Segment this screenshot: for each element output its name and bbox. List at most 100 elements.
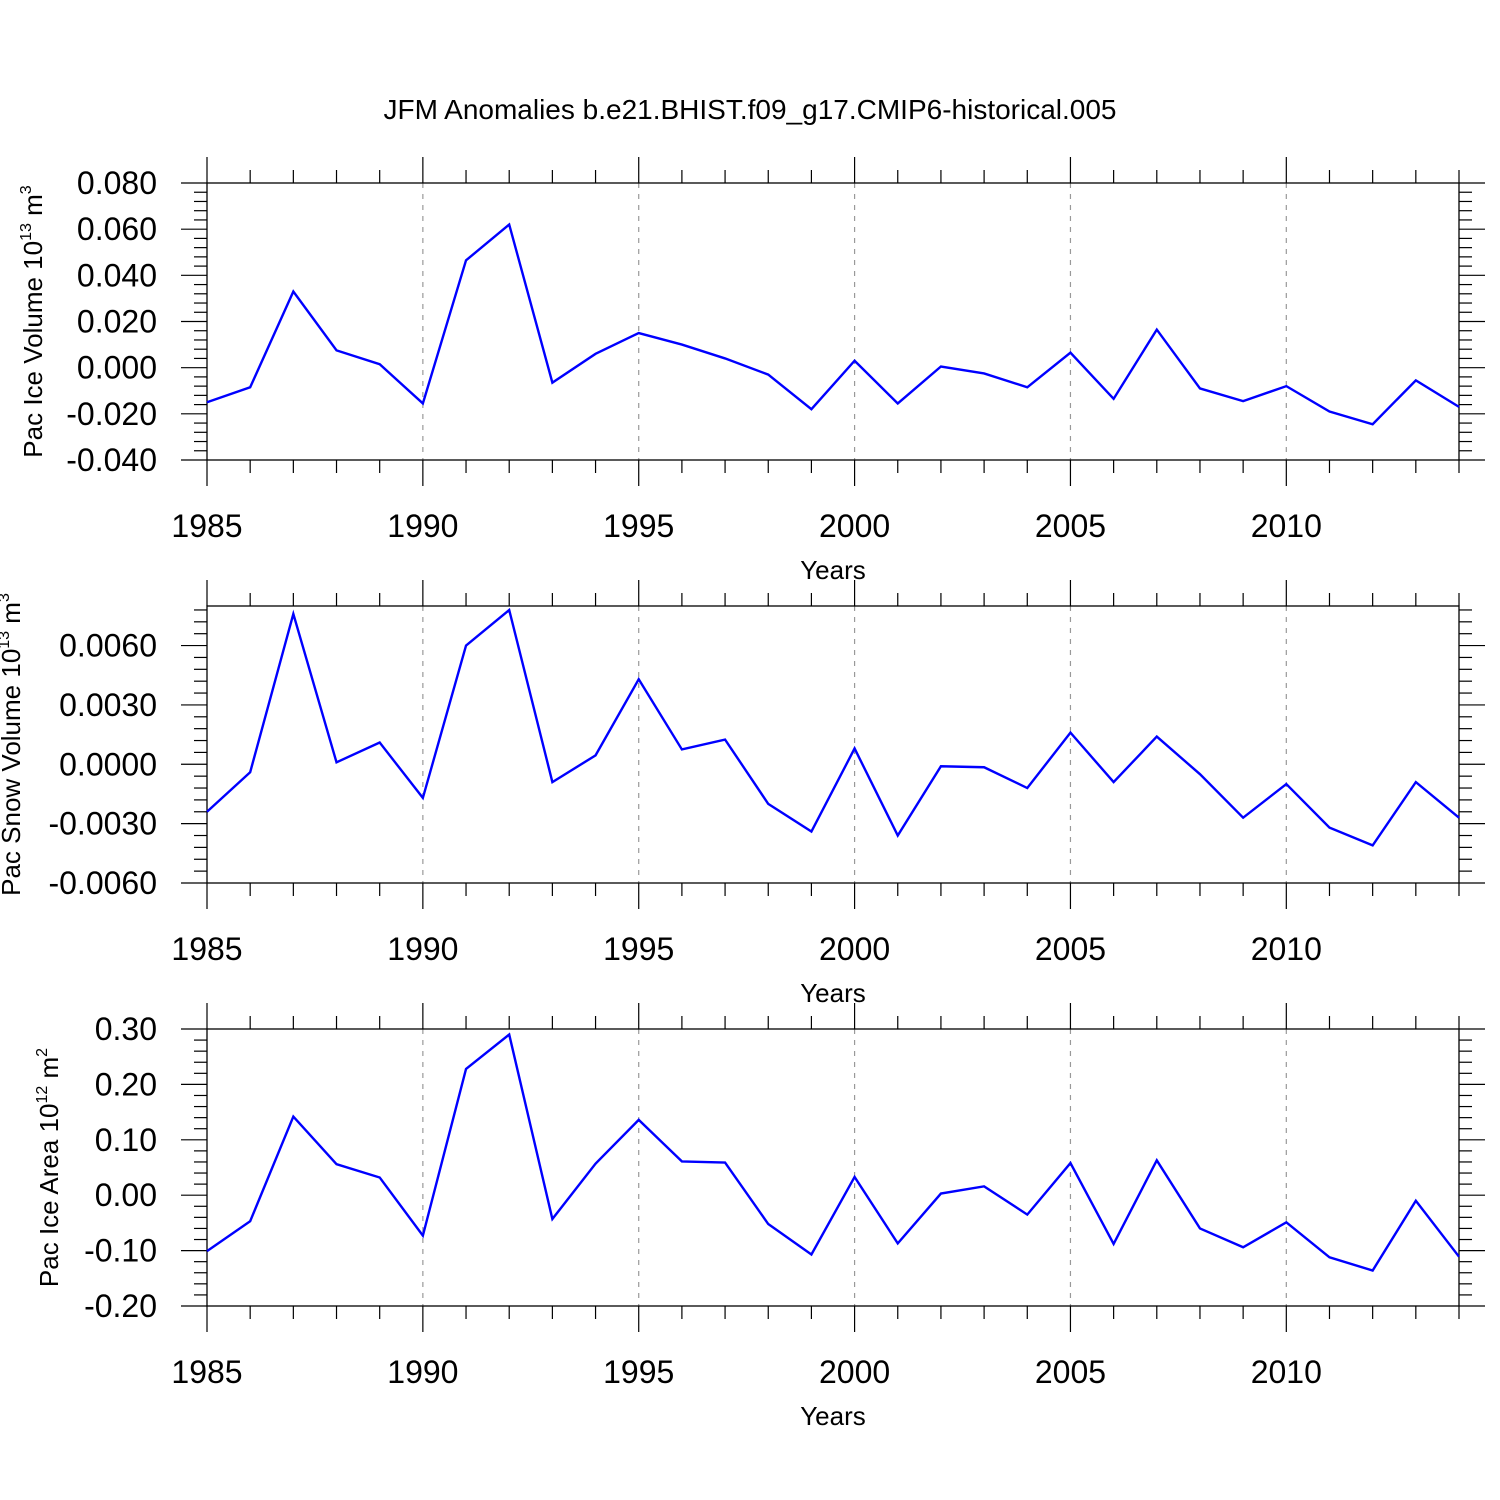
x-tick-label: 1985 (171, 931, 242, 967)
data-point-ice-volume (378, 362, 382, 366)
plot-frame (206, 605, 1460, 884)
x-tick-label: 1990 (387, 508, 458, 544)
data-point-snow-volume (594, 753, 598, 757)
data-point-ice-area (766, 1222, 770, 1226)
plot-frame (206, 182, 1460, 461)
data-point-ice-area (896, 1241, 900, 1245)
y-tick-label: 0.0000 (59, 746, 157, 782)
data-point-ice-volume (1241, 399, 1245, 403)
data-point-snow-volume (1155, 735, 1159, 739)
data-point-ice-area (291, 1115, 295, 1119)
x-tick-label: 2000 (819, 508, 890, 544)
data-point-ice-volume (766, 373, 770, 377)
data-point-ice-area (550, 1217, 554, 1221)
data-point-snow-volume (1414, 780, 1418, 784)
x-tick-label: 1990 (387, 1354, 458, 1390)
data-point-snow-volume (205, 810, 209, 814)
data-point-snow-volume (939, 764, 943, 768)
y-axis-title: Pac Ice Volume 1013 m3 (18, 185, 48, 458)
data-point-snow-volume (1198, 772, 1202, 776)
data-point-ice-area (1327, 1255, 1331, 1259)
data-point-ice-volume (809, 407, 813, 411)
chart-title: JFM Anomalies b.e21.BHIST.f09_g17.CMIP6-… (383, 94, 1116, 125)
series-line-snow-volume (206, 607, 1460, 847)
data-point-snow-volume (378, 741, 382, 745)
data-point-ice-volume (248, 385, 252, 389)
data-point-ice-area (1284, 1220, 1288, 1224)
data-point-snow-volume (1327, 826, 1331, 830)
data-point-ice-volume (680, 343, 684, 347)
y-axis-title-ylabel-exp: 13 (0, 631, 13, 649)
x-tick-label: 2010 (1251, 931, 1322, 967)
y-tick-label: -0.020 (66, 396, 157, 432)
y-axis-title-ylabel-unit-exp: 3 (18, 185, 35, 194)
data-point-snow-volume (550, 780, 554, 784)
data-point-ice-volume (853, 359, 857, 363)
data-point-ice-area (507, 1033, 511, 1037)
x-tick-label: 2010 (1251, 508, 1322, 544)
data-point-ice-volume (550, 381, 554, 385)
y-tick-label: 0.000 (77, 350, 157, 386)
x-axis-title: Years (800, 555, 866, 585)
data-point-ice-volume (1112, 397, 1116, 401)
data-point-ice-area (378, 1175, 382, 1179)
y-axis-title-ylabel-exp: 12 (34, 1086, 51, 1104)
data-point-ice-volume (291, 289, 295, 293)
data-point-ice-volume (1155, 328, 1159, 332)
data-point-ice-area (205, 1249, 209, 1253)
series-line-ice-volume (206, 222, 1460, 426)
data-point-snow-volume (809, 830, 813, 834)
y-axis-title-ylabel-exp: 13 (18, 223, 35, 241)
data-point-snow-volume (291, 612, 295, 616)
y-tick-label: 0.080 (77, 165, 157, 201)
data-point-ice-volume (1284, 384, 1288, 388)
data-point-ice-area (335, 1162, 339, 1166)
x-tick-label: 1995 (603, 931, 674, 967)
data-point-snow-volume (896, 834, 900, 838)
y-axis-title-ylabel-unit-exp: 2 (34, 1048, 51, 1057)
data-point-snow-volume (1284, 782, 1288, 786)
data-point-snow-volume (723, 738, 727, 742)
data-point-snow-volume (464, 644, 468, 648)
data-point-ice-area (1457, 1255, 1461, 1259)
data-point-snow-volume (637, 677, 641, 681)
y-tick-label: 0.060 (77, 211, 157, 247)
data-point-ice-area (248, 1219, 252, 1223)
data-point-snow-volume (1112, 780, 1116, 784)
y-axis-title: Pac Ice Area 1012 m2 (34, 1048, 64, 1287)
y-axis-title: Pac Snow Volume 1013 m3 (0, 593, 26, 896)
y-axis-title-ylabel-unit-exp: 3 (0, 593, 13, 602)
data-point-ice-area (982, 1184, 986, 1188)
data-point-ice-area (594, 1162, 598, 1166)
data-point-ice-volume (205, 400, 209, 404)
y-axis-title-ylabel-main: Pac Snow Volume 10 (0, 649, 26, 896)
y-tick-label: 0.20 (95, 1066, 157, 1102)
data-point-snow-volume (766, 802, 770, 806)
x-tick-label: 1985 (171, 1354, 242, 1390)
data-point-snow-volume (421, 796, 425, 800)
data-point-ice-area (1414, 1199, 1418, 1203)
data-point-ice-area (1155, 1158, 1159, 1162)
data-point-ice-area (1371, 1269, 1375, 1273)
data-point-ice-volume (464, 258, 468, 262)
y-tick-label: -0.10 (84, 1233, 157, 1269)
data-point-snow-volume (680, 747, 684, 751)
data-point-ice-area (1198, 1226, 1202, 1230)
data-point-snow-volume (1068, 731, 1072, 735)
data-point-snow-volume (853, 746, 857, 750)
x-axis-title: Years (800, 978, 866, 1008)
panel-ice-area: -0.20 -0.10 0.00 0.10 0.20 0.30 1985 1990 1995 20… (34, 1003, 1485, 1431)
y-tick-label: 0.0060 (59, 628, 157, 664)
data-point-ice-area (637, 1118, 641, 1122)
series-line-ice-area (206, 1032, 1460, 1272)
y-tick-label: 0.040 (77, 257, 157, 293)
y-tick-label: -0.0030 (48, 806, 157, 842)
y-axis-title-ylabel-main: Pac Ice Area 10 (34, 1104, 64, 1288)
x-tick-label: 2010 (1251, 1354, 1322, 1390)
data-point-snow-volume (1025, 786, 1029, 790)
data-point-snow-volume (1457, 816, 1461, 820)
y-tick-label: -0.20 (84, 1288, 157, 1324)
y-tick-label: 0.10 (95, 1122, 157, 1158)
data-point-ice-area (939, 1192, 943, 1196)
